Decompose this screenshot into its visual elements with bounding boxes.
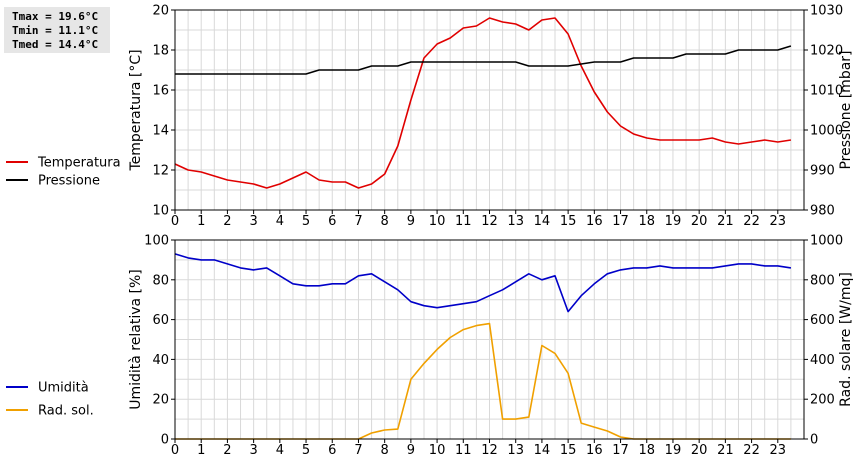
y2-tick-label: 990 xyxy=(810,164,835,179)
y-tick-label: 40 xyxy=(152,353,169,368)
x-tick-label: 6 xyxy=(328,443,336,458)
x-tick-label: 22 xyxy=(743,214,760,229)
y-tick-label: 18 xyxy=(152,44,169,59)
x-tick-label: 23 xyxy=(770,443,787,458)
x-tick-label: 15 xyxy=(560,214,577,229)
x-tick-label: 10 xyxy=(429,443,446,458)
x-tick-label: 17 xyxy=(612,214,629,229)
y2-tick-label: 1000 xyxy=(810,124,843,139)
y2-tick-label: 0 xyxy=(810,433,818,448)
y2-axis-title: Pressione [mbar] xyxy=(838,50,854,169)
x-tick-label: 12 xyxy=(481,214,498,229)
y2-axis-title: Rad. solare [W/mq] xyxy=(838,272,854,407)
x-tick-label: 2 xyxy=(223,443,231,458)
series-line-hum-2 xyxy=(175,322,791,440)
legend-label: Pressione xyxy=(38,174,100,189)
legend-label: Umidità xyxy=(38,381,89,396)
y2-tick-label: 400 xyxy=(810,353,835,368)
x-tick-label: 23 xyxy=(770,214,787,229)
series-line-temp-2 xyxy=(175,45,792,75)
y2-tick-label: 1010 xyxy=(810,84,843,99)
x-tick-label: 3 xyxy=(249,214,257,229)
y2-tick-label: 600 xyxy=(810,313,835,328)
y2-tick-label: 800 xyxy=(810,273,835,288)
x-tick-label: 16 xyxy=(586,214,603,229)
x-tick-label: 0 xyxy=(171,443,179,458)
x-tick-label: 3 xyxy=(249,443,257,458)
y2-tick-label: 980 xyxy=(810,204,835,219)
x-tick-label: 20 xyxy=(691,443,708,458)
x-tick-label: 9 xyxy=(407,214,415,229)
y-tick-label: 0 xyxy=(161,433,169,448)
x-tick-label: 12 xyxy=(481,443,498,458)
x-tick-label: 19 xyxy=(665,443,682,458)
y-tick-label: 80 xyxy=(152,273,169,288)
x-tick-label: 2 xyxy=(223,214,231,229)
x-tick-label: 18 xyxy=(638,214,655,229)
y2-tick-label: 200 xyxy=(810,393,835,408)
x-tick-label: 5 xyxy=(302,214,310,229)
x-tick-label: 19 xyxy=(665,214,682,229)
stat-tmin: Tmin = 11.1°C xyxy=(12,24,99,37)
y-tick-label: 20 xyxy=(152,393,169,408)
y-tick-label: 12 xyxy=(152,164,169,179)
x-tick-label: 7 xyxy=(354,214,362,229)
x-tick-label: 21 xyxy=(717,214,734,229)
x-tick-label: 4 xyxy=(276,443,284,458)
y-tick-label: 60 xyxy=(152,313,169,328)
x-tick-label: 22 xyxy=(743,443,760,458)
x-tick-label: 9 xyxy=(407,443,415,458)
stat-tmax: Tmax = 19.6°C xyxy=(12,10,99,23)
x-tick-label: 10 xyxy=(429,214,446,229)
legend-label: Temperatura xyxy=(37,156,121,171)
x-tick-label: 21 xyxy=(717,443,734,458)
x-tick-label: 6 xyxy=(328,214,336,229)
x-tick-label: 5 xyxy=(302,443,310,458)
x-tick-label: 13 xyxy=(507,214,524,229)
y2-tick-label: 1000 xyxy=(810,234,843,249)
x-tick-label: 13 xyxy=(507,443,524,458)
x-tick-label: 7 xyxy=(354,443,362,458)
legend-label: Rad. sol. xyxy=(38,404,94,419)
x-tick-label: 11 xyxy=(455,214,472,229)
y-axis-title: Umidità relativa [%] xyxy=(128,269,144,410)
y2-tick-label: 1020 xyxy=(810,44,843,59)
series-line-temp-1 xyxy=(174,17,792,189)
x-tick-label: 17 xyxy=(612,443,629,458)
x-tick-label: 8 xyxy=(381,214,389,229)
x-tick-label: 20 xyxy=(691,214,708,229)
x-tick-label: 14 xyxy=(534,443,551,458)
y-tick-label: 100 xyxy=(144,234,169,249)
x-tick-label: 18 xyxy=(638,443,655,458)
y2-tick-label: 1030 xyxy=(810,4,843,19)
y-tick-label: 14 xyxy=(152,124,169,139)
x-tick-label: 4 xyxy=(276,214,284,229)
y-axis-title: Temperatura [°C] xyxy=(128,49,144,171)
x-tick-label: 16 xyxy=(586,443,603,458)
y-tick-label: 16 xyxy=(152,84,169,99)
x-tick-label: 0 xyxy=(171,214,179,229)
series-line-hum-1 xyxy=(174,253,792,313)
x-tick-label: 14 xyxy=(534,214,551,229)
stat-tmed: Tmed = 14.4°C xyxy=(12,38,99,51)
y-tick-label: 20 xyxy=(152,4,169,19)
x-tick-label: 1 xyxy=(197,214,205,229)
y-tick-label: 10 xyxy=(152,204,169,219)
x-tick-label: 8 xyxy=(381,443,389,458)
stats-box: Tmax = 19.6°C Tmin = 11.1°C Tmed = 14.4°… xyxy=(4,7,110,53)
x-tick-label: 11 xyxy=(455,443,472,458)
x-tick-label: 15 xyxy=(560,443,577,458)
x-tick-label: 1 xyxy=(197,443,205,458)
